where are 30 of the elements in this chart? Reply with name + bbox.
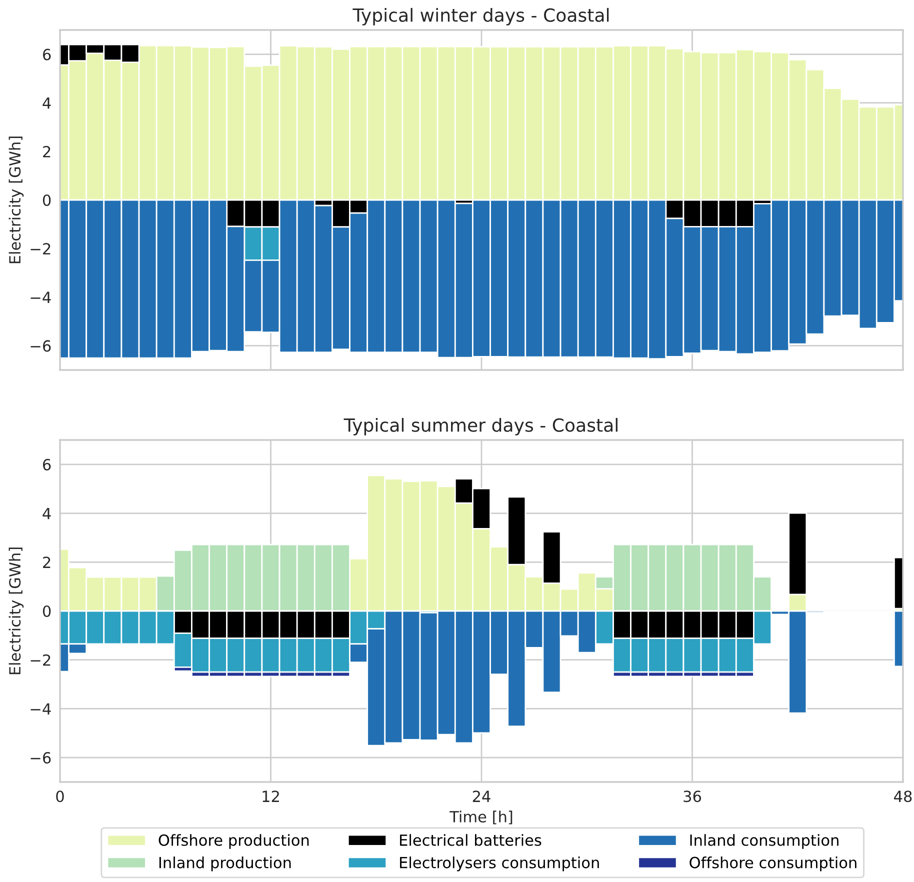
legend-label: Offshore consumption <box>690 856 856 872</box>
x-tick-label: 24 <box>472 790 490 802</box>
y-tick-label: 4 <box>42 98 51 109</box>
x-axis-title: Time [h] <box>450 810 512 824</box>
legend-label: Electrical batteries <box>400 834 542 846</box>
chart-title: Typical winter days - Coastal <box>352 8 609 26</box>
legend-label: Electrolysers consumption <box>400 856 599 872</box>
x-tick-label: 12 <box>262 790 279 802</box>
y-tick-label: 6 <box>43 48 51 60</box>
y-tick-label: −6 <box>30 752 51 764</box>
y-tick-label: 0 <box>42 605 51 618</box>
x-tick-label: 48 <box>894 790 912 802</box>
y-tick-label: 2 <box>43 146 50 158</box>
y-tick-label: −6 <box>30 340 51 352</box>
y-tick-label: −4 <box>30 703 51 715</box>
legend-label: Inland consumption <box>690 834 838 849</box>
y-tick-label: 0 <box>42 194 51 206</box>
y-tick-label: 4 <box>42 508 51 520</box>
x-tick-label: 36 <box>684 790 702 802</box>
legend-label: Inland production <box>159 856 291 872</box>
y-tick-label: 2 <box>43 556 50 568</box>
x-tick-label: 0 <box>56 790 64 802</box>
y-axis-title: Electricity [GWh] <box>8 548 24 674</box>
legend-label: Offshore production <box>158 834 309 849</box>
chart-title: Typical summer days - Coastal <box>344 418 618 436</box>
y-tick-label: −2 <box>30 243 50 254</box>
y-tick-label: −4 <box>30 292 51 303</box>
y-tick-label: −2 <box>30 654 50 666</box>
y-axis-title: Electricity [GWh] <box>8 136 24 264</box>
y-tick-label: 6 <box>43 458 51 470</box>
